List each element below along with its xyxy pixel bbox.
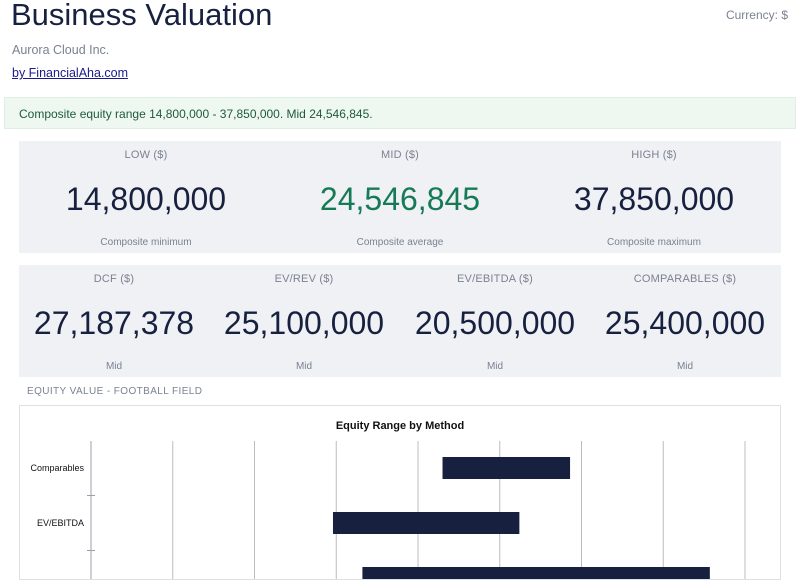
ev-rev-caption: Mid [295,361,313,372]
comparables-caption: Mid [676,361,694,372]
comparables-value: 25,400,000 [604,305,766,341]
range-bar [442,457,571,479]
high-caption: Composite maximum [607,237,701,248]
currency-label: Currency: $ [725,8,788,22]
mid-label: MID ($) [380,149,420,161]
low-card: LOW ($) 14,800,000 Composite minimum [19,141,273,253]
ev-rev-label: EV/REV ($) [274,273,334,285]
mid-value: 24,546,845 [319,181,481,217]
ev-rev-card: EV/REV ($) 25,100,000 Mid [209,265,399,377]
ev-ebitda-card: EV/EBITDA ($) 20,500,000 Mid [400,265,590,377]
ev-ebitda-caption: Mid [486,361,504,372]
range-bar [332,512,520,534]
football-field-section-title: EQUITY VALUE - FOOTBALL FIELD [27,386,203,397]
method-summary-panel: DCF ($) 27,187,378 Mid EV/REV ($) 25,100… [19,265,781,377]
author-link[interactable]: by FinancialAha.com [12,66,129,80]
comparables-card: COMPARABLES ($) 25,400,000 Mid [590,265,780,377]
dcf-value: 27,187,378 [33,305,195,341]
low-caption: Composite minimum [100,237,192,248]
chart-title: Equity Range by Method [336,420,464,432]
page-title: Business Valuation [11,0,273,32]
mid-card: MID ($) 24,546,845 Composite average [273,141,527,253]
football-field-chart: Equity Range by Method Comparables EV/EBI… [30,420,746,584]
category-label: Comparables [30,463,84,473]
category-label: EV/EBITDA [37,518,84,528]
composite-summary-panel: LOW ($) 14,800,000 Composite minimum MID… [19,141,781,253]
low-value: 14,800,000 [65,181,227,217]
ev-rev-value: 25,100,000 [223,305,385,341]
ev-ebitda-label: EV/EBITDA ($) [457,273,533,285]
dcf-caption: Mid [105,361,123,372]
football-field-chart-container: Equity Range by Method Comparables EV/EBI… [19,405,781,584]
range-bar [362,567,710,584]
low-label: LOW ($) [124,149,168,161]
summary-banner: Composite equity range 14,800,000 - 37,8… [4,97,796,129]
high-value: 37,850,000 [573,181,735,217]
mid-caption: Composite average [356,237,444,248]
ev-ebitda-value: 20,500,000 [414,305,576,341]
comparables-label: COMPARABLES ($) [633,273,737,285]
company-name: Aurora Cloud Inc. [12,43,110,57]
dcf-card: DCF ($) 27,187,378 Mid [19,265,209,377]
high-card: HIGH ($) 37,850,000 Composite maximum [527,141,781,253]
high-label: HIGH ($) [631,149,677,161]
dcf-label: DCF ($) [93,273,135,285]
